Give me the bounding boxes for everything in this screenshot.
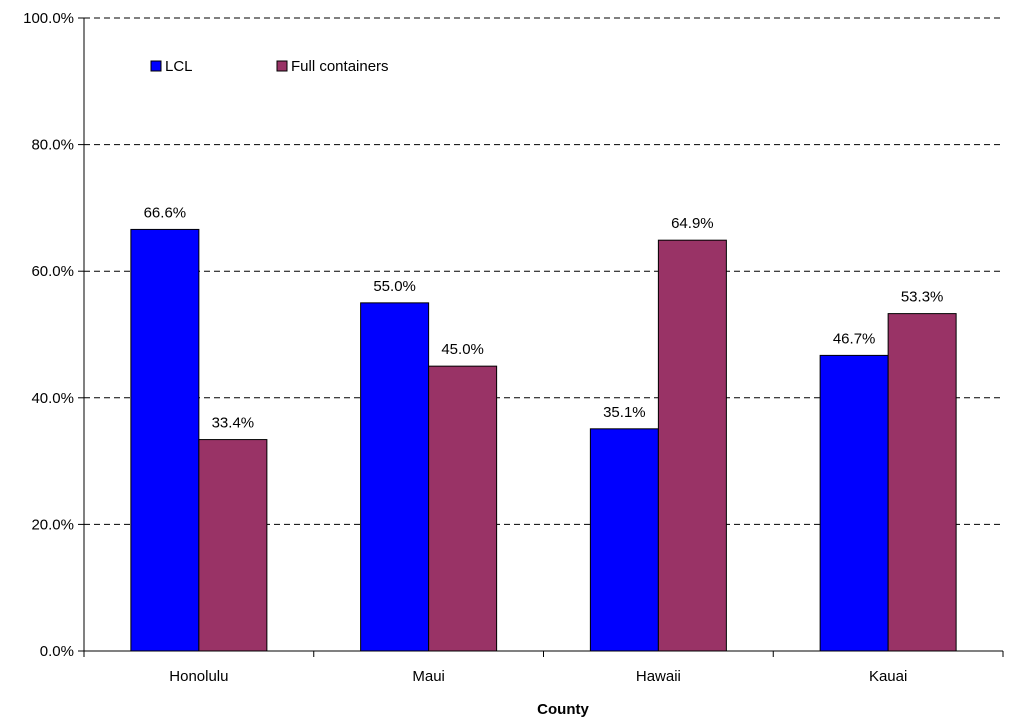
y-tick-label: 60.0%	[31, 263, 74, 280]
legend-label: Full containers	[291, 58, 389, 75]
data-label: 53.3%	[901, 289, 944, 306]
data-label: 55.0%	[373, 278, 416, 295]
y-tick-label: 40.0%	[31, 390, 74, 407]
y-tick-label: 80.0%	[31, 137, 74, 154]
bars	[130, 228, 957, 652]
data-label: 33.4%	[212, 415, 255, 432]
legend-label: LCL	[165, 58, 193, 75]
category-label-maui: Maui	[412, 668, 445, 685]
labels: 0.0% 20.0% 40.0% 60.0% 80.0% 100.0% 66.6% 33.4%…	[23, 10, 943, 685]
legend: LCL Full containers	[150, 58, 389, 75]
data-label: 46.7%	[833, 330, 876, 347]
category-label-honolulu: Honolulu	[169, 668, 228, 685]
data-label: 64.9%	[671, 215, 714, 232]
data-label: 35.1%	[603, 404, 646, 421]
data-label: 45.0%	[441, 341, 484, 358]
bar-full-containers-maui	[428, 365, 498, 652]
legend-swatch	[150, 60, 162, 72]
category-label-kauai: Kauai	[869, 668, 907, 685]
legend-swatch	[276, 60, 288, 72]
x-axis-title: County	[537, 701, 589, 718]
bar-lcl-maui	[360, 302, 430, 652]
bar-lcl-kauai	[819, 354, 889, 652]
y-tick-label: 20.0%	[31, 516, 74, 533]
bar-full-containers-kauai	[887, 313, 957, 652]
bar-lcl-hawaii	[589, 428, 659, 652]
category-label-hawaii: Hawaii	[636, 668, 681, 685]
bar-lcl-honolulu	[130, 228, 200, 652]
data-label: 66.6%	[144, 204, 187, 221]
axes	[78, 17, 1004, 657]
bar-full-containers-hawaii	[657, 239, 727, 652]
y-tick-label: 100.0%	[23, 10, 74, 27]
y-tick-label: 0.0%	[40, 643, 74, 660]
bar-full-containers-honolulu	[198, 439, 268, 652]
